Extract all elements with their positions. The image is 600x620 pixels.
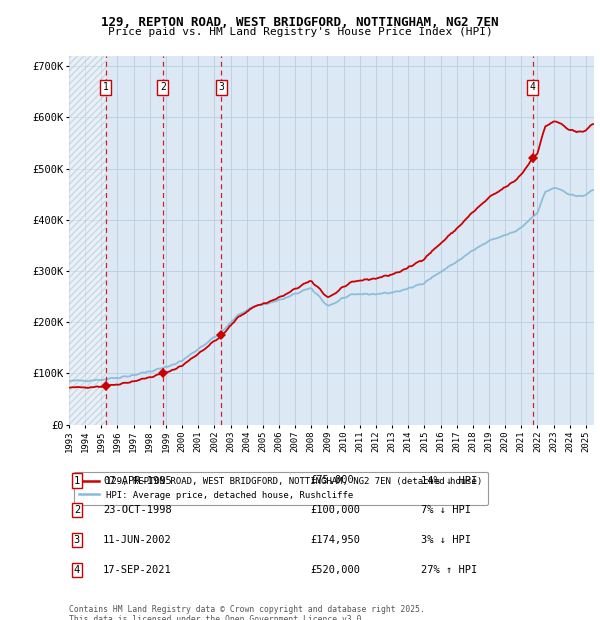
Text: £174,950: £174,950 [311, 535, 361, 545]
Text: 1: 1 [74, 476, 80, 485]
Text: 3: 3 [218, 82, 224, 92]
Text: 3: 3 [74, 535, 80, 545]
Text: 14% ↓ HPI: 14% ↓ HPI [421, 476, 477, 485]
Text: 11-JUN-2002: 11-JUN-2002 [103, 535, 172, 545]
Text: 1: 1 [103, 82, 109, 92]
Text: Price paid vs. HM Land Registry's House Price Index (HPI): Price paid vs. HM Land Registry's House … [107, 27, 493, 37]
Text: 3% ↓ HPI: 3% ↓ HPI [421, 535, 471, 545]
Text: 27% ↑ HPI: 27% ↑ HPI [421, 565, 477, 575]
Text: 4: 4 [74, 565, 80, 575]
Text: 17-SEP-2021: 17-SEP-2021 [103, 565, 172, 575]
Text: 2: 2 [160, 82, 166, 92]
Text: 07-APR-1995: 07-APR-1995 [103, 476, 172, 485]
Text: £100,000: £100,000 [311, 505, 361, 515]
Bar [69, 56, 106, 425]
Text: 23-OCT-1998: 23-OCT-1998 [103, 505, 172, 515]
Text: Contains HM Land Registry data © Crown copyright and database right 2025.
This d: Contains HM Land Registry data © Crown c… [69, 604, 425, 620]
Text: 4: 4 [530, 82, 536, 92]
Legend: 129, REPTON ROAD, WEST BRIDGFORD, NOTTINGHAM, NG2 7EN (detached house), HPI: Ave: 129, REPTON ROAD, WEST BRIDGFORD, NOTTIN… [74, 472, 488, 505]
Text: £75,000: £75,000 [311, 476, 354, 485]
Text: 2: 2 [74, 505, 80, 515]
Text: £520,000: £520,000 [311, 565, 361, 575]
Text: 7% ↓ HPI: 7% ↓ HPI [421, 505, 471, 515]
Text: 129, REPTON ROAD, WEST BRIDGFORD, NOTTINGHAM, NG2 7EN: 129, REPTON ROAD, WEST BRIDGFORD, NOTTIN… [101, 16, 499, 29]
